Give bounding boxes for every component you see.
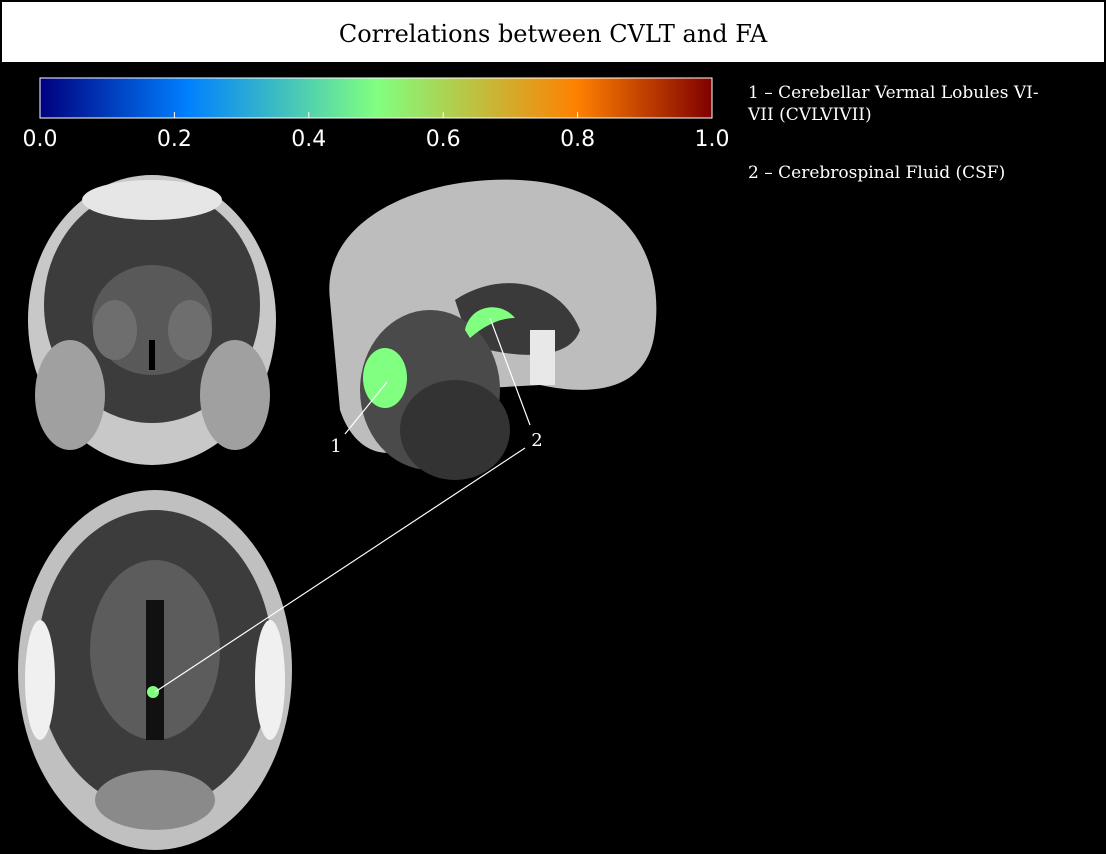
tick-label: 1.0 (695, 127, 730, 152)
region-label: 1 (330, 436, 341, 457)
legend-text: 1 – Cerebellar Vermal Lobules VI- (748, 83, 1039, 103)
legend-item: 2 – Cerebrospinal Fluid (CSF) (748, 163, 1005, 183)
axial-slice (18, 490, 292, 850)
tick-label: 0.2 (157, 127, 192, 152)
title: Correlations between CVLT and FA (339, 20, 768, 48)
tick-label: 0.0 (23, 127, 58, 152)
legend-text: VII (CVLVIVII) (747, 105, 872, 125)
region-label: 2 (531, 430, 542, 451)
tick-label: 0.4 (291, 127, 326, 152)
tick-label: 0.8 (560, 127, 595, 152)
coronal-slice (28, 175, 276, 465)
tick-label: 0.6 (426, 127, 461, 152)
colorbar (40, 78, 712, 118)
figure: Correlations between CVLT and FA 0.0 0.2 0… (0, 0, 1106, 854)
